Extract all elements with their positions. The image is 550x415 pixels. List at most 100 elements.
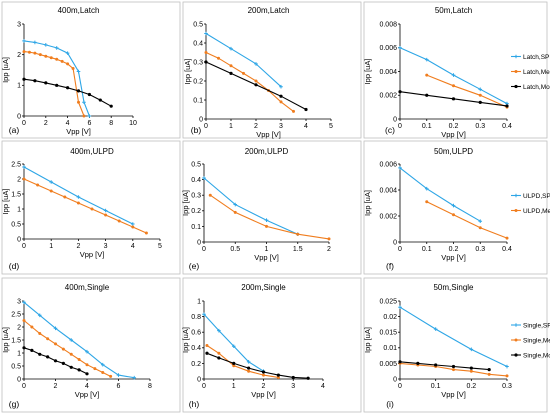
data-point [247,369,251,373]
x-tick-label: 0 [22,243,26,250]
data-point [38,53,42,57]
data-point [104,213,108,217]
data-point [33,40,37,45]
x-axis-label: Vpp [V] [441,390,466,399]
x-tick-label: 1 [232,383,236,390]
y-tick-label: 0 [393,376,397,383]
x-axis-label: Vpp [V] [75,390,100,399]
data-point [77,358,81,361]
y-tick-label: 0.002 [379,213,397,220]
data-point [398,45,402,50]
series-meas [398,361,509,378]
y-tick-label: 0.1 [193,97,203,104]
data-point [217,328,221,333]
data-point [71,66,75,70]
data-point [451,364,456,369]
x-tick-label: 8 [109,120,113,127]
x-tick-label: 0.2 [449,123,459,130]
data-point [82,114,86,118]
series-line [206,352,309,379]
data-point [55,57,59,61]
legend-marker [514,54,518,59]
panel-frame [1,140,181,275]
data-point [77,100,80,104]
data-point [76,195,81,199]
data-point [205,343,209,347]
series-model [22,346,89,376]
data-point [478,93,482,97]
data-point [416,361,420,365]
series-model [204,60,308,112]
series-line [23,51,85,117]
x-axis-label: Vpp [V] [254,253,279,262]
data-point [82,100,86,104]
x-tick-label: 0 [202,246,206,253]
y-tick-label: 0.8 [191,314,201,321]
y-tick-label: 0 [199,116,203,123]
legend-marker [514,209,518,212]
data-point [478,219,483,223]
data-point [202,176,206,180]
chart-title: 400m,Single [65,283,110,292]
data-point [117,219,121,223]
y-tick-label: 0.4 [191,177,201,184]
legend-marker [514,70,518,73]
y-axis-label: Ipp [uA] [183,59,192,85]
series-meas [425,73,509,109]
y-tick-label: 0.015 [379,330,397,337]
series-line [206,345,279,378]
data-point [505,374,509,378]
data-point [53,326,58,331]
data-point [452,84,455,88]
data-point [246,360,251,364]
panel-label: (b) [191,125,202,135]
x-tick-label: 6 [87,120,91,127]
y-tick-label: 0.005 [379,361,397,368]
y-tick-label: 0 [393,239,397,246]
x-tick-label: 0.3 [502,383,512,390]
data-point [487,368,491,372]
data-point [231,344,236,349]
series-meas [425,200,509,240]
data-point [22,346,26,350]
panel-frame [1,277,181,413]
panel-frame [363,1,548,139]
x-tick-label: 0.4 [502,123,512,130]
chart-title: 200m,ULPD [245,147,289,156]
x-tick-label: 0.5 [230,246,240,253]
legend-marker [514,353,518,357]
chart-title: 400m,Latch [58,6,100,15]
x-axis-label: Vpp [V] [441,130,466,139]
data-point [76,89,81,93]
series-meas [22,319,113,378]
legend-label: Latch,Model [523,84,550,91]
data-point [85,349,89,354]
x-tick-label: 3 [291,383,295,390]
series-meas [22,177,148,235]
data-point [233,202,238,207]
data-point [65,51,70,55]
y-axis-label: Ipp [uA] [363,59,372,85]
y-tick-label: 1 [17,350,21,357]
x-tick-label: 1 [49,243,53,250]
y-tick-label: 0.002 [379,93,397,100]
data-point [292,109,295,113]
panel-h: 0 1 2 3 4 0 0.2 0.4 0.6 0.8 1 200m,Single Vpp [V] Ipp… [181,277,362,413]
chart-title: 50m,Single [433,283,474,292]
x-tick-label: 3 [104,243,108,250]
series-spice [202,176,300,236]
data-point [22,319,26,322]
data-point [217,356,221,360]
series-line [426,201,508,239]
data-point [22,165,26,169]
data-point [242,71,245,75]
data-point [69,365,73,369]
panel-frame [182,140,362,275]
data-point [232,364,236,368]
y-tick-label: 0.3 [193,59,203,66]
series-spice [22,165,135,226]
legend-label: Latch,SPICE [523,54,550,61]
panel-frame [1,1,181,139]
y-axis-label: Ipp [uA] [181,190,190,216]
panel-g: 0 2 4 6 8 0 0.5 1 1.5 2 2.5 3 400m,Single Vpp [V] Ipp … [1,277,181,413]
